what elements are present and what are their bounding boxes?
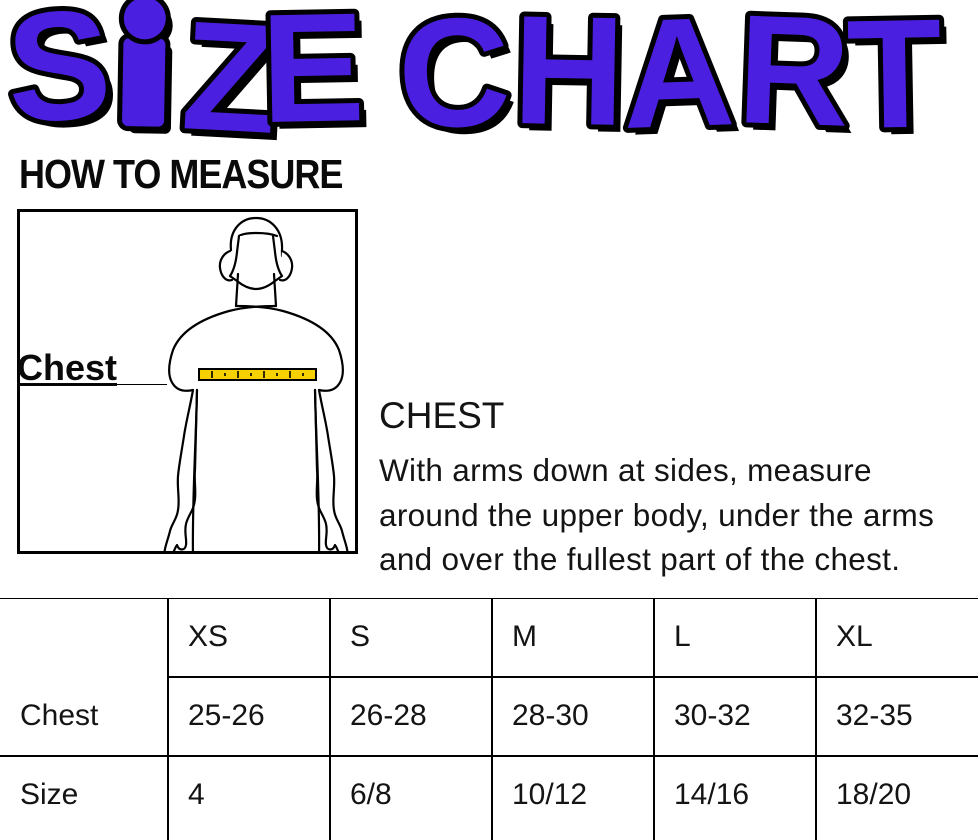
svg-text:4: 4 xyxy=(188,778,205,811)
svg-text:14/16: 14/16 xyxy=(674,778,749,811)
svg-text:XS: XS xyxy=(188,620,228,653)
svg-text:26-28: 26-28 xyxy=(350,699,427,732)
svg-text:S: S xyxy=(3,0,115,155)
svg-text:18/20: 18/20 xyxy=(836,778,911,811)
svg-text:25-26: 25-26 xyxy=(188,699,265,732)
svg-text:E: E xyxy=(260,0,366,155)
svg-text:T: T xyxy=(846,0,944,161)
svg-text:30-32: 30-32 xyxy=(674,699,751,732)
svg-text:H: H xyxy=(511,0,626,158)
svg-text:L: L xyxy=(674,620,691,653)
svg-text:A: A xyxy=(619,0,737,161)
svg-text:M: M xyxy=(512,620,537,653)
svg-text:S: S xyxy=(350,620,370,653)
svg-text:C: C xyxy=(395,0,513,161)
svg-text:6/8: 6/8 xyxy=(350,778,392,811)
svg-text:Size: Size xyxy=(20,778,78,811)
svg-text:10/12: 10/12 xyxy=(512,778,587,811)
svg-text:Chest: Chest xyxy=(20,699,99,732)
svg-text:R: R xyxy=(735,0,853,159)
svg-text:28-30: 28-30 xyxy=(512,699,589,732)
svg-text:XL: XL xyxy=(836,620,873,653)
svg-text:32-35: 32-35 xyxy=(836,699,913,732)
